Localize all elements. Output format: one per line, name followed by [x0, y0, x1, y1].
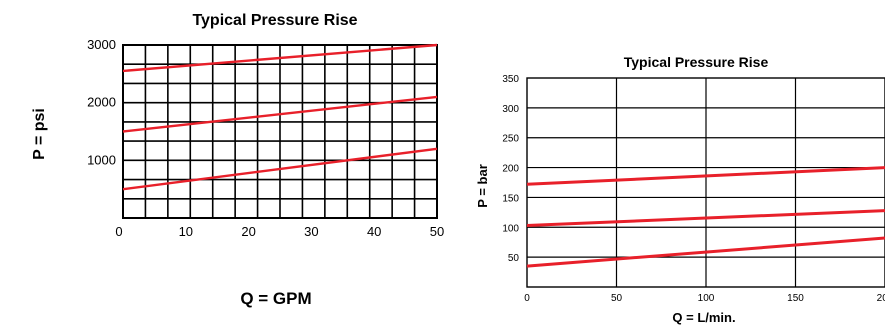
grid [122, 44, 438, 219]
tick-labels: 0 10 20 30 40 50 1000 2000 3000 [87, 37, 444, 239]
x-tick-label: 50 [430, 224, 444, 239]
series-lines [122, 43, 438, 191]
x-tick-label: 30 [304, 224, 318, 239]
y-tick-label: 50 [508, 253, 520, 264]
y-tick-label: 250 [502, 134, 519, 145]
y-tick-label: 3000 [87, 37, 116, 52]
tick-labels: 0 50 100 150 200 50 100 150 200 250 300 350 [502, 74, 885, 304]
series-line [526, 236, 885, 268]
x-tick-label: 0 [524, 293, 530, 304]
x-tick-label: 0 [115, 224, 122, 239]
chart-title: Typical Pressure Rise [192, 12, 357, 29]
y-tick-label: 2000 [87, 95, 116, 110]
x-axis-label: Q = GPM [240, 289, 311, 308]
x-tick-label: 200 [877, 293, 885, 304]
x-tick-label: 20 [241, 224, 255, 239]
x-tick-label: 10 [179, 224, 193, 239]
chart-psi-gpm: Typical Pressure Rise P = psi Q = GPM 0 1… [31, 12, 444, 308]
chart-title: Typical Pressure Rise [624, 54, 769, 70]
x-tick-label: 50 [611, 293, 623, 304]
y-axis-label: P = bar [475, 164, 490, 207]
x-tick-label: 100 [698, 293, 715, 304]
y-tick-label: 100 [502, 223, 519, 234]
series-line [122, 95, 438, 133]
chart-bar-lmin: Typical Pressure Rise P = bar Q = L/min.… [475, 54, 885, 325]
x-axis-label: Q = L/min. [672, 310, 735, 325]
series-line [122, 147, 438, 191]
x-tick-label: 40 [367, 224, 381, 239]
grid [526, 77, 885, 288]
y-tick-label: 300 [502, 104, 519, 115]
series-line [526, 209, 885, 227]
y-tick-label: 200 [502, 164, 519, 175]
series-line [526, 166, 885, 186]
y-tick-label: 350 [502, 74, 519, 85]
plot-frame [526, 77, 885, 288]
series-line [122, 43, 438, 73]
x-tick-label: 150 [787, 293, 804, 304]
series-lines [526, 166, 885, 268]
y-tick-label: 1000 [87, 152, 116, 167]
y-tick-label: 150 [502, 193, 519, 204]
y-axis-label: P = psi [31, 108, 48, 160]
